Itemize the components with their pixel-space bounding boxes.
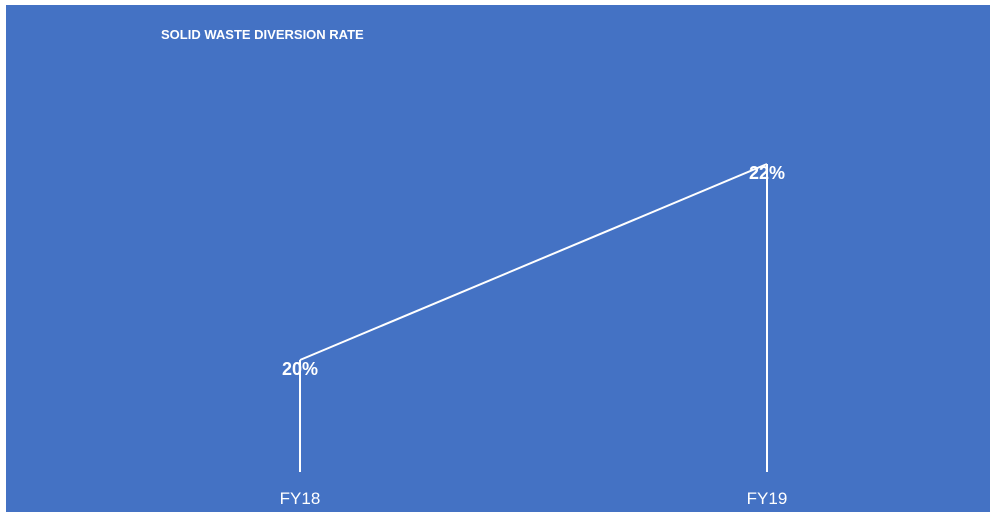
category-label-fy19: FY19 xyxy=(747,489,788,508)
data-label-fy18: 20% xyxy=(282,359,318,379)
line-chart: 20% FY18 22% FY19 xyxy=(280,163,788,508)
category-label-fy18: FY18 xyxy=(280,489,321,508)
series-line xyxy=(299,163,768,361)
chart-panel: SOLID WASTE DIVERSION RATE 20% FY18 22% FY1… xyxy=(6,5,990,512)
chart-title: SOLID WASTE DIVERSION RATE xyxy=(161,27,364,42)
data-label-fy19: 22% xyxy=(749,163,785,183)
label-layer: 20% FY18 22% FY19 xyxy=(280,163,788,508)
series-layer xyxy=(299,163,768,472)
